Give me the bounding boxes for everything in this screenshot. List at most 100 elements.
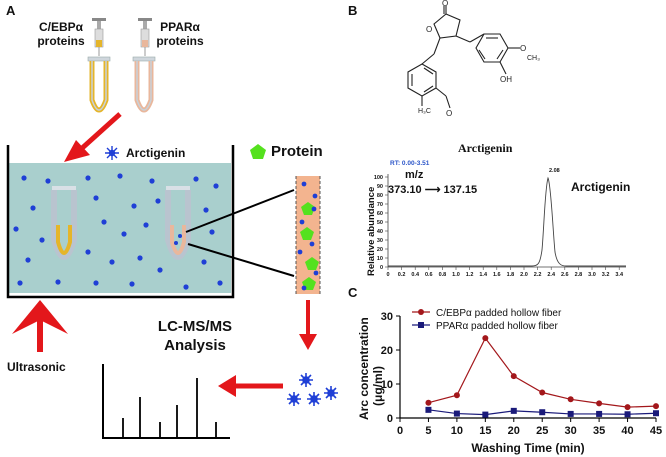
series-point-1 xyxy=(539,409,546,416)
struct-o-carbonyl: O xyxy=(442,0,448,8)
washing-chart: 0 10 20 30 0 5 10 15 20 25 30 35 40 45 Arc concentra… xyxy=(357,308,662,455)
chrom-x-tick-label: 2.2 xyxy=(534,272,542,278)
chrom-y-tick-label: 80 xyxy=(377,193,383,199)
chrom-x-tick-label: 1.6 xyxy=(493,272,501,278)
panel-a-letter: A xyxy=(6,3,16,18)
cebp-fiber-tube-icon xyxy=(87,56,111,113)
fiber-zoom-segment xyxy=(295,176,321,294)
cebp-syringe-icon xyxy=(92,18,106,56)
struct-o-ring: O xyxy=(426,25,432,34)
chart-x-axis-label: Washing Time (min) xyxy=(471,441,584,455)
ppar-label-line2: proteins xyxy=(156,34,204,48)
chrom-x-tick-label: 1.0 xyxy=(452,272,460,278)
chrom-x-tick-label: 1.8 xyxy=(507,272,515,278)
chart-x-tick-label: 0 xyxy=(397,425,403,437)
cebp-proteins-label: C/EBPα proteins xyxy=(30,20,92,48)
cebp-fiber-in-bath xyxy=(51,186,77,260)
panel-b-letter: B xyxy=(348,3,358,18)
struct-ch3-right: CH₃ xyxy=(527,55,540,62)
compound-name-label: Arctigenin xyxy=(458,141,513,155)
chart-y-axis-label-line1: Arc concentration xyxy=(357,317,371,420)
struct-o-right: O xyxy=(520,44,526,53)
protein-legend-label: Protein xyxy=(271,143,323,160)
ppar-fiber-in-bath xyxy=(165,186,191,260)
series-point-1 xyxy=(653,410,659,417)
ppar-label-line1: PPARα xyxy=(160,20,200,34)
transition-label: 373.10 ⟶ 137.15 xyxy=(388,184,477,196)
ultrasonic-bath-container xyxy=(6,145,235,299)
chrom-y-tick-label: 0 xyxy=(380,265,383,271)
series-point-0 xyxy=(596,400,603,407)
chart-x-tick-label: 20 xyxy=(508,425,520,437)
series-point-1 xyxy=(567,410,574,417)
chrom-y-tick-label: 30 xyxy=(377,238,383,244)
chrom-x-tick-label: 2.8 xyxy=(575,272,583,278)
chrom-x-tick-label: 0.6 xyxy=(425,272,433,278)
chrom-x-tick-label: 0.8 xyxy=(439,272,447,278)
legend-marker-1 xyxy=(418,322,424,328)
series-line-0 xyxy=(428,336,657,408)
chart-x-tick-label: 30 xyxy=(565,425,577,437)
chart-y-tick-label: 30 xyxy=(381,311,393,323)
chromatogram-ylabel: Relative abundance xyxy=(366,187,377,276)
series-point-0 xyxy=(453,392,460,399)
ppar-proteins-label: PPARα proteins xyxy=(152,20,208,48)
legend-label-1: PPARα padded hollow fiber xyxy=(436,321,558,332)
arctigenin-dots xyxy=(13,173,223,290)
chrom-x-tick-label: 2.0 xyxy=(520,272,528,278)
ppar-syringe-icon xyxy=(138,18,152,56)
chrom-x-tick-label: 1.2 xyxy=(466,272,474,278)
struct-h3c: H₃C xyxy=(418,108,431,115)
chrom-x-tick-label: 3.4 xyxy=(615,272,624,278)
legend-label-0: C/EBPα padded hollow fiber xyxy=(436,308,562,319)
zoom-line-top xyxy=(185,189,295,233)
mass-spectrum-sketch xyxy=(102,364,230,439)
chart-x-tick-label: 35 xyxy=(593,425,605,437)
chrom-y-tick-label: 70 xyxy=(377,202,383,208)
lcms-line2: Analysis xyxy=(164,337,226,354)
trace-label: Arctigenin xyxy=(571,180,630,194)
chart-x-tick-label: 45 xyxy=(650,425,662,437)
series-point-0 xyxy=(653,403,659,410)
series-point-1 xyxy=(510,407,517,414)
chart-x-tick-label: 40 xyxy=(621,425,633,437)
chart-y-tick-label: 0 xyxy=(387,413,393,425)
chrom-x-tick-label: 2.6 xyxy=(561,272,569,278)
chrom-x-tick-label: 0 xyxy=(386,272,389,278)
protein-pentagon-icon xyxy=(250,144,266,159)
legend-marker-0 xyxy=(418,309,424,315)
chrom-y-tick-label: 50 xyxy=(377,220,383,226)
chart-x-tick-label: 5 xyxy=(425,425,431,437)
chrom-x-tick-label: 3.2 xyxy=(602,272,610,278)
chrom-y-tick-label: 100 xyxy=(374,175,383,181)
series-point-0 xyxy=(539,389,546,396)
analysis-arrow xyxy=(218,375,283,397)
chart-x-tick-label: 10 xyxy=(451,425,463,437)
elute-arrow xyxy=(299,300,317,350)
struct-o-left: O xyxy=(446,109,452,118)
series-point-1 xyxy=(482,411,489,418)
mz-label: m/z xyxy=(405,169,424,181)
chrom-x-tick-label: 0.4 xyxy=(411,272,420,278)
ultrasonic-label: Ultrasonic xyxy=(7,360,66,374)
chart-y-axis-label: Arc concentration (μg/ml) xyxy=(357,314,385,420)
chromatogram: RT: 0.00-3.51 m/z 373.10 ⟶ 137.15 2.08 A… xyxy=(366,160,630,278)
chrom-y-tick-label: 20 xyxy=(377,247,383,253)
series-point-1 xyxy=(624,411,631,418)
insert-arrow xyxy=(64,112,122,162)
chrom-y-tick-label: 90 xyxy=(377,184,383,190)
series-point-1 xyxy=(596,410,603,417)
lcms-line1: LC-MS/MS xyxy=(157,318,233,335)
chart-y-axis-label-line2: (μg/ml) xyxy=(371,366,385,406)
chrom-x-tick-label: 2.4 xyxy=(547,272,556,278)
chart-y-tick-label: 20 xyxy=(381,345,393,357)
chart-y-tick-label: 10 xyxy=(381,379,393,391)
panel-c-letter: C xyxy=(348,285,358,300)
zoom-line-bottom xyxy=(187,243,295,277)
ultrasonic-arrow-icon xyxy=(12,300,68,352)
series-point-0 xyxy=(624,404,631,411)
arctigenin-structure: O O O CH₃ OH H₃C O xyxy=(407,0,540,118)
arctigenin-legend-label: Arctigenin xyxy=(126,146,186,160)
chrom-x-tick-label: 3.0 xyxy=(588,272,596,278)
struct-oh: OH xyxy=(500,75,512,84)
